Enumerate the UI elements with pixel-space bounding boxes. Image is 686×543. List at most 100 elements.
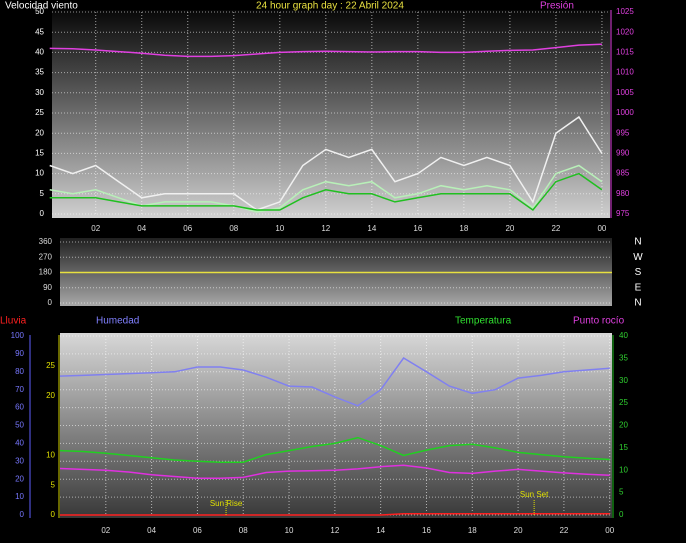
series-line	[49, 43, 602, 58]
y-tick-label: 20	[35, 128, 44, 137]
y-tick-label: 30	[35, 88, 44, 97]
compass-label: W	[633, 252, 643, 263]
y-tick-label: 1025	[616, 7, 634, 16]
x-tick-label: 12	[330, 526, 339, 535]
compass-label: N	[634, 237, 641, 248]
y-tick-label: 20	[15, 474, 24, 483]
x-tick-label: 14	[367, 224, 376, 233]
x-tick-label: 06	[193, 526, 202, 535]
y-tick-label: 985	[616, 169, 630, 178]
y-tick-label: 40	[35, 48, 44, 57]
y-tick-label: 25	[35, 108, 44, 117]
y-tick-label: 0	[40, 209, 45, 218]
y-tick-label: 35	[619, 353, 628, 362]
y-tick-label: 100	[11, 331, 25, 340]
x-tick-label: 16	[413, 224, 422, 233]
y-tick-label: 25	[46, 361, 55, 370]
x-tick-label: 22	[559, 526, 568, 535]
y-tick-label: 10	[35, 169, 44, 178]
series-line	[49, 172, 603, 212]
y-tick-label: 1020	[616, 27, 634, 36]
x-tick-label: 00	[605, 526, 614, 535]
x-tick-label: 18	[468, 526, 477, 535]
axis-title: Velocidad viento	[5, 1, 78, 12]
y-tick-label: 10	[15, 492, 24, 501]
y-tick-label: 50	[35, 7, 44, 16]
x-tick-label: 02	[91, 224, 100, 233]
y-tick-label: 90	[15, 349, 24, 358]
x-tick-label: 22	[551, 224, 560, 233]
x-tick-label: 02	[101, 526, 110, 535]
axis-title: Lluvia	[0, 316, 27, 327]
y-tick-label: 45	[35, 27, 44, 36]
series-line	[60, 513, 610, 516]
y-tick-label: 50	[15, 421, 24, 430]
y-tick-label: 40	[15, 439, 24, 448]
y-tick-label: 15	[619, 443, 628, 452]
x-tick-label: 04	[137, 224, 146, 233]
y-tick-label: 995	[616, 128, 630, 137]
annotation-label: Sun Rise	[210, 499, 243, 508]
compass-label: S	[635, 267, 642, 278]
y-tick-label: 25	[619, 398, 628, 407]
y-tick-label: 270	[39, 252, 53, 261]
y-tick-label: 990	[616, 149, 630, 158]
y-tick-label: 1015	[616, 48, 634, 57]
x-tick-label: 20	[505, 224, 514, 233]
x-tick-label: 06	[183, 224, 192, 233]
plot-bg	[52, 10, 610, 218]
x-tick-label: 16	[422, 526, 431, 535]
y-tick-label: 1010	[616, 68, 634, 77]
y-tick-label: 15	[35, 149, 44, 158]
y-tick-label: 20	[46, 391, 55, 400]
y-tick-label: 60	[15, 403, 24, 412]
y-tick-label: 975	[616, 209, 630, 218]
x-tick-label: 00	[597, 224, 606, 233]
y-tick-label: 20	[619, 421, 628, 430]
y-tick-label: 30	[619, 376, 628, 385]
series-line	[59, 436, 610, 463]
y-tick-label: 30	[15, 456, 24, 465]
x-tick-label: 04	[147, 526, 156, 535]
y-tick-label: 180	[39, 268, 53, 277]
series-line	[49, 115, 603, 211]
y-tick-label: 360	[39, 237, 53, 246]
y-tick-label: 10	[619, 465, 628, 474]
y-tick-label: 0	[20, 510, 25, 519]
y-tick-label: 80	[15, 367, 24, 376]
x-tick-label: 18	[459, 224, 468, 233]
y-tick-label: 5	[40, 189, 45, 198]
axis-title: Humedad	[96, 316, 139, 327]
y-tick-label: 35	[35, 68, 44, 77]
y-tick-label: 70	[15, 385, 24, 394]
compass-label: E	[635, 282, 642, 293]
chart-title: 24 hour graph day : 22 Abril 2024	[256, 1, 404, 12]
y-tick-label: 0	[51, 510, 56, 519]
y-tick-label: 0	[619, 510, 624, 519]
annotation-label: Sun Set	[520, 490, 549, 499]
x-tick-label: 20	[514, 526, 523, 535]
x-tick-label: 10	[275, 224, 284, 233]
axis-title: Punto rocío	[573, 316, 625, 327]
y-tick-label: 1005	[616, 88, 634, 97]
y-tick-label: 0	[48, 298, 53, 307]
y-tick-label: 5	[619, 488, 624, 497]
y-tick-label: 40	[619, 331, 628, 340]
axis-title: Temperatura	[455, 316, 512, 327]
axis-title: Presión	[540, 1, 574, 12]
x-tick-label: 08	[239, 526, 248, 535]
y-tick-label: 980	[616, 189, 630, 198]
x-tick-label: 14	[376, 526, 385, 535]
x-tick-label: 10	[285, 526, 294, 535]
compass-label: N	[634, 298, 641, 309]
x-tick-label: 12	[321, 224, 330, 233]
y-tick-label: 90	[43, 283, 52, 292]
series-line	[59, 464, 610, 480]
y-tick-label: 10	[46, 450, 55, 459]
x-tick-label: 08	[229, 224, 238, 233]
series-line	[59, 357, 610, 407]
y-tick-label: 5	[51, 480, 56, 489]
y-tick-label: 1000	[616, 108, 634, 117]
